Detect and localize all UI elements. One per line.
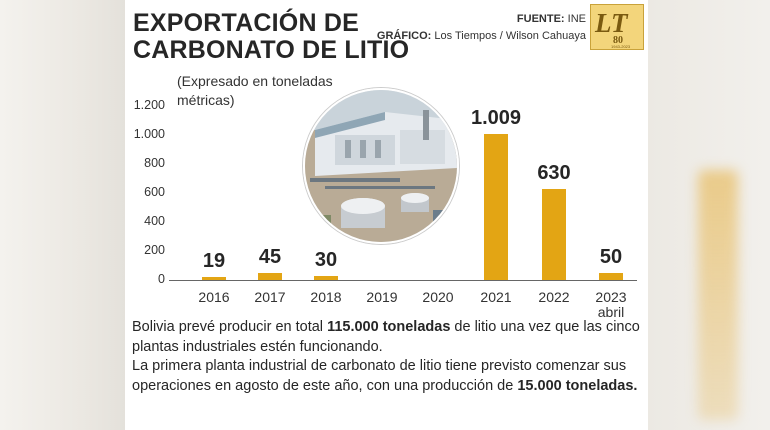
source-line: FUENTE: INE — [377, 11, 586, 28]
value-label-2022: 630 — [537, 161, 571, 184]
infographic-card: EXPORTACIÓN DE CARBONATO DE LITIO FUENTE… — [125, 0, 648, 430]
value-label-2017: 45 — [258, 246, 282, 269]
x-tick-label-2023: 2023 abril — [586, 290, 636, 320]
los-tiempos-logo: LT 80 1943-2023 — [590, 4, 644, 50]
x-tick-label-2022: 2022 — [538, 289, 570, 305]
graphic-label: GRÁFICO: — [376, 30, 432, 42]
logo-number: 80 — [613, 35, 623, 46]
bar-2018 — [314, 275, 338, 280]
caption-p1-a: Bolivia prevé producir en total — [132, 319, 328, 335]
caption-p2-b: 15.000 toneladas. — [517, 377, 638, 394]
value-label-2018: 30 — [314, 248, 338, 271]
y-tick-label: 600 — [144, 185, 165, 199]
bar-2022 — [542, 188, 566, 280]
y-tick-label: 1.000 — [133, 127, 165, 141]
bar-2021 — [484, 133, 508, 280]
x-tick-label-2016: 2016 — [198, 289, 230, 305]
y-tick-label: 200 — [144, 243, 165, 257]
y-tick-label: 0 — [158, 272, 165, 286]
x-tick-label-2021: 2021 — [480, 289, 512, 305]
x-tick-label-2020: 2020 — [422, 289, 454, 305]
plant-photo — [303, 88, 459, 244]
x-tick-label-2017: 2017 — [254, 289, 286, 305]
background-right — [648, 0, 770, 430]
bar-2016 — [202, 277, 226, 280]
y-tick-label: 800 — [144, 156, 165, 170]
chart-title: EXPORTACIÓN DE CARBONATO DE LITIO — [133, 10, 409, 64]
background-left — [0, 0, 125, 430]
value-label-2023: 50 — [599, 245, 623, 268]
x-tick-label-2018: 2018 — [310, 289, 342, 305]
graphic-line: GRÁFICO: Los Tiempos / Wilson Cahuaya — [377, 28, 586, 45]
value-label-2016: 19 — [202, 250, 226, 273]
caption-p1-b: 115.000 toneladas — [327, 319, 451, 335]
source-label: FUENTE: — [516, 13, 565, 25]
caption-p2-a: La primera planta industrial de carbonat… — [132, 358, 627, 394]
plant-illustration — [305, 90, 457, 242]
graphic-value: Los Tiempos / Wilson Cahuaya — [434, 30, 586, 42]
chart-title-line-2: CARBONATO DE LITIO — [133, 36, 410, 64]
logo-years: 1943-2023 — [611, 44, 631, 49]
value-label-2021: 1.009 — [470, 106, 522, 129]
bar-2023 — [599, 272, 623, 280]
caption-p1-c: de litio una vez que las cinco plantas i… — [132, 319, 640, 355]
y-tick-label: 400 — [144, 214, 165, 228]
caption-text: Bolivia prevé producir en total 115.000 … — [132, 318, 644, 396]
y-tick-label: 1.200 — [133, 98, 165, 112]
logo-graphic: LT 80 1943-2023 — [594, 8, 631, 49]
chart-title-line-1: EXPORTACIÓN DE — [133, 9, 359, 37]
x-tick-label-2019: 2019 — [366, 289, 398, 305]
source-credits: FUENTE: INE GRÁFICO: Los Tiempos / Wilso… — [377, 11, 586, 45]
logo-letters: LT — [594, 8, 629, 38]
chart-subtitle: (Expresado en toneladas métricas) — [177, 73, 333, 108]
x-tick-sublabel-2023: abril — [597, 304, 625, 320]
bar-2017 — [258, 273, 282, 280]
background-ghost-bar — [698, 170, 738, 420]
source-value: INE — [567, 13, 586, 25]
x-axis-line — [169, 280, 637, 281]
